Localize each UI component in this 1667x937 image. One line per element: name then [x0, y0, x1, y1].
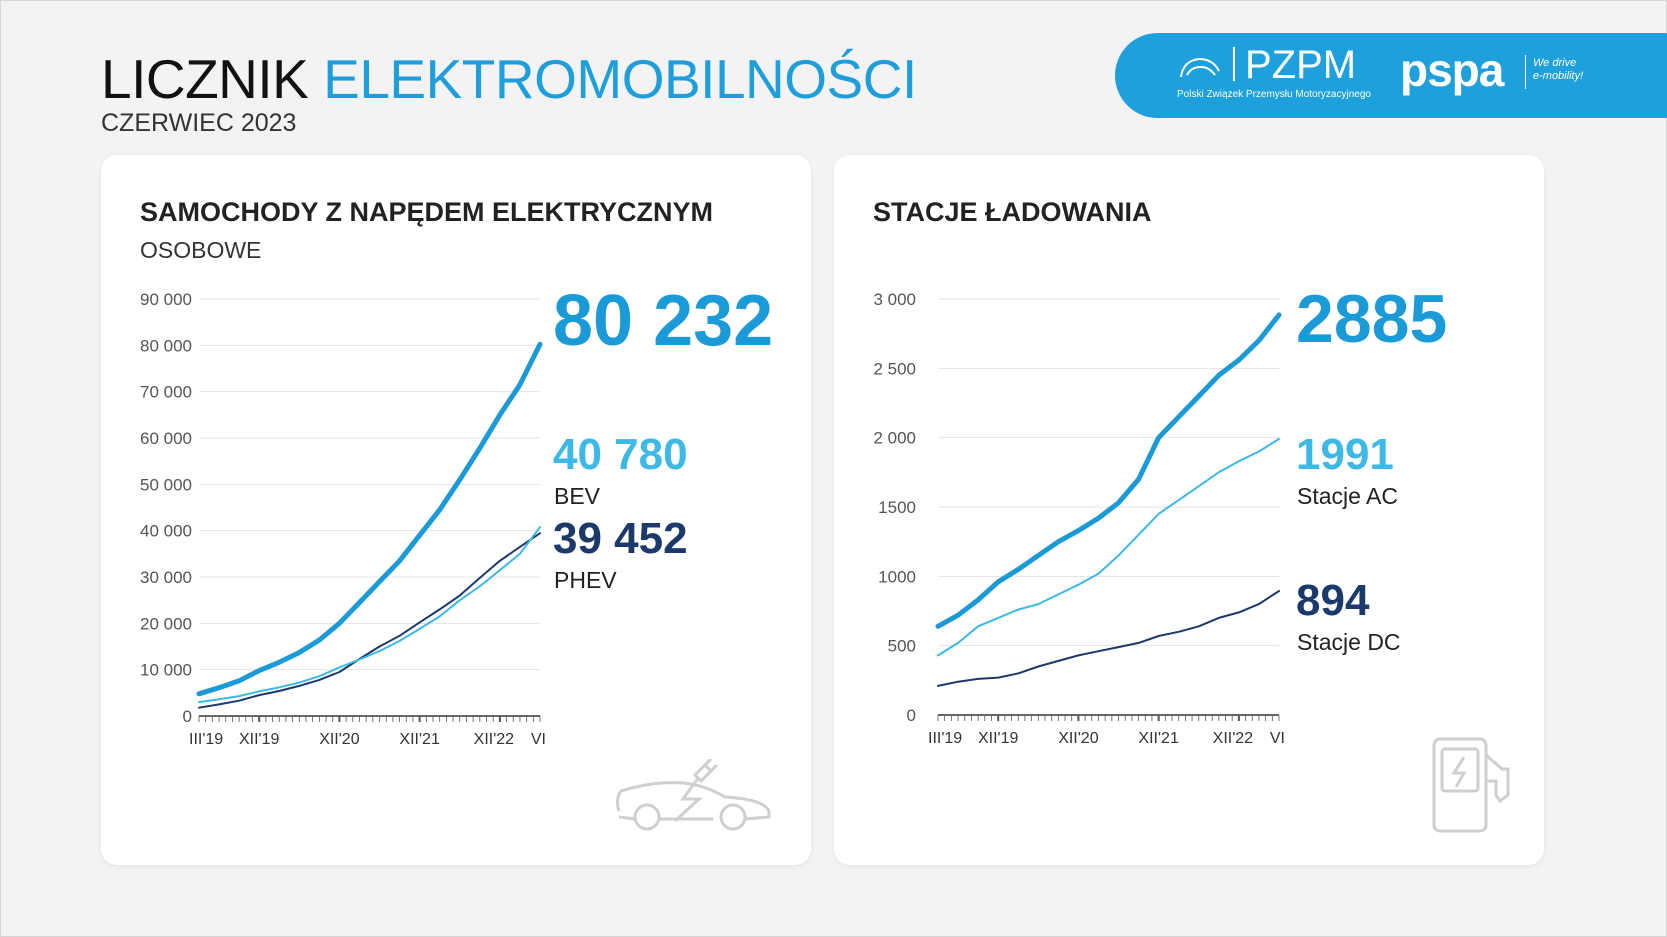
x-tick-label: XII'20	[1058, 730, 1099, 747]
x-tick-label: VI	[1270, 730, 1285, 747]
partner-logos-banner: PZPM Polski Związek Przemysłu Motoryzacy…	[1115, 33, 1667, 118]
x-tick-label: XII'22	[474, 731, 515, 748]
y-tick-label: 1000	[878, 567, 916, 586]
ac-label: Stacje AC	[1297, 483, 1398, 509]
phev-label: PHEV	[554, 567, 617, 593]
x-tick-label: XII'21	[1138, 730, 1179, 747]
bev-value: 40 780	[553, 430, 688, 479]
x-tick-label: VI	[531, 731, 546, 748]
dc-label: Stacje DC	[1297, 629, 1401, 655]
title-part-2: ELEKTROMOBILNOŚCI	[323, 48, 917, 110]
y-tick-label: 3 000	[873, 290, 916, 309]
cars-title: SAMOCHODY Z NAPĘDEM ELEKTRYCZNYM	[140, 197, 714, 227]
page-title: LICZNIK ELEKTROMOBILNOŚCI	[101, 47, 917, 111]
series-line-phev	[198, 532, 541, 709]
divider	[1525, 55, 1526, 89]
y-tick-label: 60 000	[140, 429, 192, 448]
electric-car-icon	[615, 759, 771, 831]
ac-value: 1991	[1296, 430, 1394, 479]
y-tick-label: 0	[183, 707, 192, 726]
stations-total-value: 2885	[1296, 281, 1448, 357]
pzpm-logo: PZPM	[1245, 43, 1357, 87]
series-line-bev	[937, 437, 1280, 657]
y-tick-label: 1500	[878, 498, 916, 517]
tagline-line-1: We drive	[1533, 57, 1577, 69]
y-tick-label: 2 000	[873, 429, 916, 448]
stations-title: STACJE ŁADOWANIA	[873, 197, 1152, 227]
y-tick-label: 40 000	[140, 522, 192, 541]
title-part-1: LICZNIK	[101, 48, 309, 110]
x-tick-label: XII'22	[1213, 730, 1254, 747]
y-tick-label: 90 000	[140, 290, 192, 309]
cars-card: SAMOCHODY Z NAPĘDEM ELEKTRYCZNYM OSOBOWE…	[101, 155, 811, 865]
x-tick-label: XII'19	[978, 730, 1019, 747]
series-line-phev	[937, 590, 1280, 687]
y-tick-label: 500	[888, 637, 916, 656]
pzpm-car-icon	[1180, 57, 1220, 78]
charging-station-icon	[1432, 737, 1510, 833]
y-tick-label: 0	[907, 706, 916, 725]
bev-label: BEV	[554, 483, 601, 509]
x-tick-label: XII'19	[239, 731, 280, 748]
stations-chart: 0 500 1000 1500 2 000 2 500 3 000 III'19 XII'19 X…	[873, 290, 1285, 747]
x-tick-label: XII'21	[399, 731, 440, 748]
cars-chart: 0 10 000 20 000 30 000 40 000 50 000 60 000 70 …	[140, 290, 546, 748]
pspa-logo: pspa	[1400, 44, 1504, 96]
y-tick-label: 80 000	[140, 336, 192, 355]
series-line-bev	[198, 526, 541, 704]
y-tick-label: 70 000	[140, 383, 192, 402]
pspa-tagline: We drive e-mobility!	[1533, 57, 1583, 83]
divider	[1233, 47, 1235, 81]
y-tick-label: 50 000	[140, 475, 192, 494]
cars-total-value: 80 232	[553, 281, 774, 361]
tagline-line-2: e-mobility!	[1533, 70, 1584, 82]
series-line-total	[196, 341, 543, 697]
x-tick-label: XII'20	[319, 731, 360, 748]
phev-value: 39 452	[553, 514, 688, 563]
series-line-total	[935, 312, 1282, 629]
y-tick-label: 10 000	[140, 661, 192, 680]
y-tick-label: 30 000	[140, 568, 192, 587]
dc-value: 894	[1296, 576, 1370, 625]
x-tick-label: III'19	[189, 731, 223, 748]
pzpm-full-name: Polski Związek Przemysłu Motoryzacyjnego	[1177, 89, 1371, 100]
page-subtitle: CZERWIEC 2023	[101, 109, 297, 137]
cars-subtitle: OSOBOWE	[140, 237, 262, 263]
y-tick-label: 20 000	[140, 614, 192, 633]
x-tick-label: III'19	[928, 730, 962, 747]
stations-card: STACJE ŁADOWANIA 0 500 1000 1500 2 000 2 500 3…	[834, 155, 1544, 865]
y-tick-label: 2 500	[873, 359, 916, 378]
